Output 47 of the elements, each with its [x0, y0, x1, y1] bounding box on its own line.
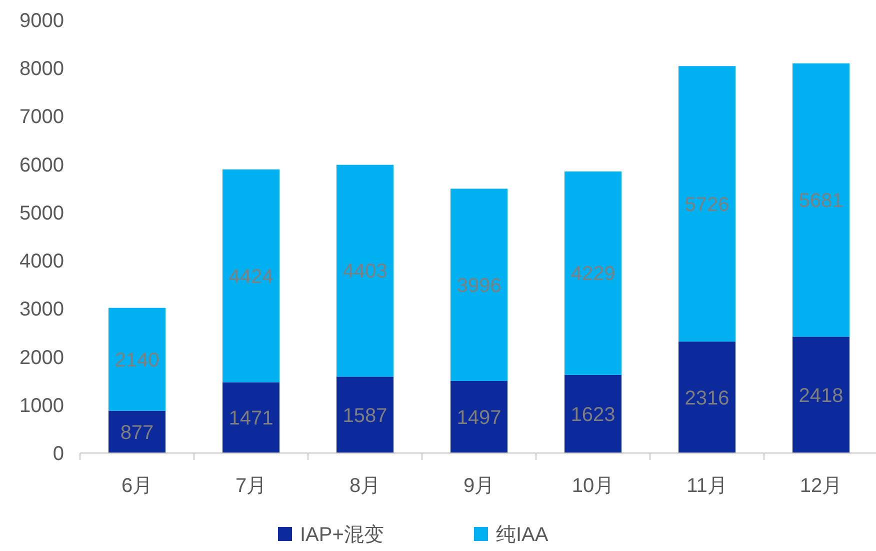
- y-tick-label: 8000: [20, 58, 64, 80]
- y-tick-label: 4000: [20, 250, 64, 273]
- data-label: 1587: [342, 404, 388, 427]
- y-tick-label: 2000: [20, 346, 64, 369]
- data-label: 2140: [114, 349, 160, 372]
- data-label: 1623: [570, 404, 616, 426]
- x-tick-label: 6月: [121, 475, 153, 497]
- data-label: 5681: [798, 190, 844, 212]
- data-label: 4403: [342, 260, 388, 283]
- data-label: 5726: [684, 194, 730, 216]
- bar: [336, 376, 394, 453]
- data-label: 1471: [228, 408, 274, 430]
- data-label: 2418: [798, 384, 844, 407]
- y-tick-label: 5000: [20, 202, 64, 224]
- bar: [336, 164, 394, 377]
- data-label: 2316: [684, 387, 730, 410]
- x-tick-label: 10月: [572, 475, 614, 497]
- bar: [108, 308, 166, 411]
- bar: [792, 336, 850, 453]
- y-tick-label: 6000: [20, 154, 64, 176]
- bar: [450, 380, 508, 453]
- bar: [108, 410, 166, 453]
- y-tick-label: 7000: [20, 106, 64, 128]
- x-tick-label: 9月: [463, 475, 495, 497]
- y-tick-label: 0: [52, 443, 64, 465]
- data-label: 1497: [456, 406, 502, 429]
- x-tick-label: 12月: [800, 475, 842, 497]
- bar: [222, 169, 280, 382]
- legend-label: IAP+混变: [300, 524, 384, 546]
- data-label: 4229: [570, 263, 616, 286]
- data-label: 877: [120, 422, 154, 444]
- x-tick-label: 8月: [349, 475, 381, 497]
- bar: [222, 382, 280, 453]
- x-tick-label: 11月: [686, 475, 728, 497]
- legend-label: 纯IAA: [496, 524, 549, 546]
- x-tick-label: 7月: [235, 475, 267, 497]
- bar: [564, 374, 622, 453]
- bar: [564, 171, 622, 375]
- bar: [678, 66, 736, 342]
- data-label: 4424: [228, 266, 274, 288]
- bar: [678, 342, 736, 453]
- y-tick-label: 1000: [20, 394, 64, 417]
- bar: [792, 63, 850, 337]
- y-tick-label: 9000: [20, 10, 64, 32]
- data-label: 3996: [456, 274, 502, 297]
- y-tick-label: 3000: [20, 298, 64, 321]
- bar: [450, 188, 508, 381]
